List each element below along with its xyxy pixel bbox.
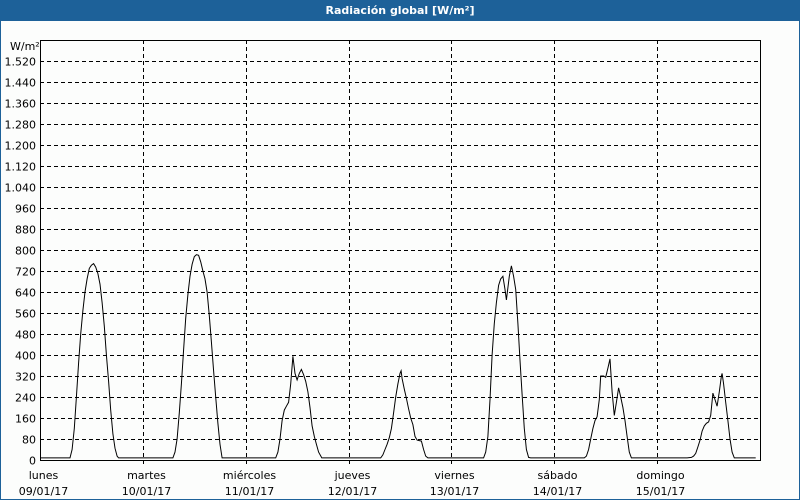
- x-tick-date-label: 15/01/17: [636, 485, 685, 498]
- x-tick-day-label: sábado: [538, 469, 578, 482]
- grid: [40, 40, 760, 464]
- y-tick-label: 1.520: [5, 56, 37, 69]
- y-axis-unit-label: W/m²: [10, 40, 40, 53]
- y-tick-label: 1.280: [5, 119, 37, 132]
- x-tick-date-label: 10/01/17: [122, 485, 171, 498]
- y-tick-label: 800: [15, 245, 36, 258]
- y-tick-label: 320: [15, 371, 36, 384]
- y-tick-label: 160: [15, 413, 36, 426]
- x-tick-day-label: jueves: [334, 469, 371, 482]
- y-tick-label: 960: [15, 203, 36, 216]
- plot-area-border: [40, 40, 761, 461]
- y-tick-label: 1.120: [5, 161, 37, 174]
- y-axis-ticks: 0 80 160 240 320 400 480 560 640 720 800 880 960 1.04…: [5, 56, 37, 468]
- chart-title: Radiación global [W/m²]: [0, 0, 800, 21]
- y-tick-label: 480: [15, 329, 36, 342]
- x-tick-date-label: 09/01/17: [19, 485, 68, 498]
- y-tick-label: 0: [29, 455, 36, 468]
- x-tick-day-label: viernes: [434, 469, 474, 482]
- y-tick-label: 400: [15, 350, 36, 363]
- x-tick-day-label: martes: [127, 469, 166, 482]
- series-line: [40, 254, 756, 459]
- y-tick-label: 640: [15, 287, 36, 300]
- x-tick-date-label: 13/01/17: [430, 485, 479, 498]
- x-tick-day-label: lunes: [29, 469, 59, 482]
- y-tick-label: 1.200: [5, 140, 37, 153]
- y-tick-label: 560: [15, 308, 36, 321]
- y-tick-label: 240: [15, 392, 36, 405]
- y-tick-label: 1.360: [5, 98, 37, 111]
- y-tick-label: 1.440: [5, 77, 37, 90]
- y-tick-label: 80: [22, 434, 36, 447]
- x-tick-date-label: 11/01/17: [225, 485, 274, 498]
- y-tick-label: 720: [15, 266, 36, 279]
- x-tick-day-label: miércoles: [223, 469, 276, 482]
- x-tick-date-label: 14/01/17: [533, 485, 582, 498]
- x-tick-date-label: 12/01/17: [328, 485, 377, 498]
- y-tick-label: 1.040: [5, 182, 37, 195]
- x-axis-ticks: lunes 09/01/17 martes 10/01/17 miércoles 11/0…: [19, 469, 685, 498]
- x-tick-day-label: domingo: [636, 469, 684, 482]
- y-tick-label: 880: [15, 224, 36, 237]
